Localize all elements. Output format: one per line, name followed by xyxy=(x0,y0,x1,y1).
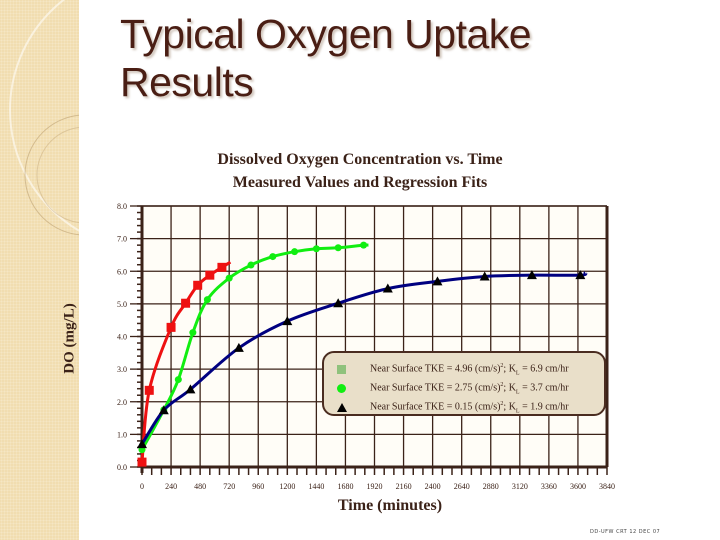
square-marker-icon xyxy=(205,270,215,280)
circle-marker-icon xyxy=(334,244,342,252)
triangle-marker-icon xyxy=(382,283,393,293)
square-marker-icon xyxy=(217,262,227,272)
triangle-marker-icon xyxy=(575,270,586,280)
x-tick-label: 1920 xyxy=(367,482,383,491)
triangle-marker-icon xyxy=(432,276,443,286)
circle-marker-icon xyxy=(203,296,211,304)
slide-title-line2: Results xyxy=(120,59,254,105)
square-marker-icon xyxy=(166,322,176,332)
triangle-marker-icon xyxy=(137,439,147,449)
square-marker-icon xyxy=(144,385,154,395)
x-tick-label: 1680 xyxy=(337,482,353,491)
slide-title: Typical Oxygen Uptake Results xyxy=(120,10,532,106)
chart-title: Dissolved Oxygen Concentration vs. Time … xyxy=(140,148,580,194)
y-tick-label: 0.0 xyxy=(117,463,127,472)
triangle-marker-icon xyxy=(337,403,347,412)
circle-marker-icon xyxy=(189,329,197,337)
x-axis-label: Time (minutes) xyxy=(337,497,443,514)
circle-marker-icon xyxy=(225,274,233,282)
circle-marker-icon xyxy=(360,241,368,249)
x-tick-label: 3360 xyxy=(541,482,557,491)
y-axis-label: DO (mg/L) xyxy=(61,303,78,374)
x-tick-label: 2400 xyxy=(425,482,441,491)
circle-marker-icon xyxy=(312,245,320,253)
triangle-marker-icon xyxy=(333,298,344,308)
legend-label: Near Surface TKE = 4.96 (cm/s)2; KL = 6.… xyxy=(370,363,569,377)
triangle-marker-icon xyxy=(282,316,293,326)
x-tick-label: 2160 xyxy=(396,482,412,491)
y-tick-label: 8.0 xyxy=(117,202,127,211)
x-tick-label: 1440 xyxy=(308,482,324,491)
x-tick-label: 2880 xyxy=(483,482,499,491)
circle-marker-icon xyxy=(337,384,346,393)
legend-label: Near Surface TKE = 2.75 (cm/s)2; KL = 3.… xyxy=(370,382,569,396)
y-tick-label: 1.0 xyxy=(117,430,127,439)
decorative-arcs-icon xyxy=(9,0,79,236)
circle-marker-icon xyxy=(174,376,182,384)
x-tick-label: 0 xyxy=(140,482,144,491)
y-tick-label: 4.0 xyxy=(117,333,127,342)
decorative-sidebar xyxy=(0,0,79,540)
square-marker-icon xyxy=(337,365,346,374)
x-tick-label: 720 xyxy=(223,482,235,491)
legend-item-mid-tke: Near Surface TKE = 2.75 (cm/s)2; KL = 3.… xyxy=(324,380,604,398)
triangle-marker-icon xyxy=(185,384,196,394)
x-tick-label: 240 xyxy=(165,482,177,491)
x-tick-label: 3600 xyxy=(570,482,586,491)
legend-item-high-tke: Near Surface TKE = 4.96 (cm/s)2; KL = 6.… xyxy=(324,361,604,379)
triangle-marker-icon xyxy=(526,270,537,280)
chart-subtitle: Measured Values and Regression Fits xyxy=(232,174,488,191)
x-tick-label: 2640 xyxy=(454,482,470,491)
square-marker-icon xyxy=(193,280,203,290)
x-tick-label: 3840 xyxy=(599,482,615,491)
circle-marker-icon xyxy=(291,248,299,256)
x-tick-label: 3120 xyxy=(512,482,528,491)
circle-marker-icon xyxy=(247,261,255,269)
y-tick-label: 2.0 xyxy=(117,398,127,407)
chart-legend: Near Surface TKE = 4.96 (cm/s)2; KL = 6.… xyxy=(322,351,606,416)
y-tick-label: 3.0 xyxy=(117,365,127,374)
slide-title-line1: Typical Oxygen Uptake xyxy=(120,11,532,57)
square-marker-icon xyxy=(181,298,191,308)
x-tick-label: 480 xyxy=(194,482,206,491)
chart-title-main: Dissolved Oxygen Concentration vs. Time xyxy=(217,151,503,168)
y-tick-label: 7.0 xyxy=(117,235,127,244)
legend-label: Near Surface TKE = 0.15 (cm/s)2; KL = 1.… xyxy=(370,401,569,415)
x-tick-label: 960 xyxy=(252,482,264,491)
triangle-marker-icon xyxy=(233,342,244,352)
y-tick-label: 5.0 xyxy=(117,300,127,309)
legend-item-low-tke: Near Surface TKE = 0.15 (cm/s)2; KL = 1.… xyxy=(324,399,604,417)
circle-marker-icon xyxy=(269,253,277,261)
x-tick-label: 1200 xyxy=(279,482,295,491)
triangle-marker-icon xyxy=(479,271,490,281)
y-tick-label: 6.0 xyxy=(117,267,127,276)
slide-footer: DD-UFW CRT 12 DEC 07 xyxy=(590,529,661,535)
square-marker-icon xyxy=(137,457,147,467)
triangle-marker-icon xyxy=(158,405,169,415)
